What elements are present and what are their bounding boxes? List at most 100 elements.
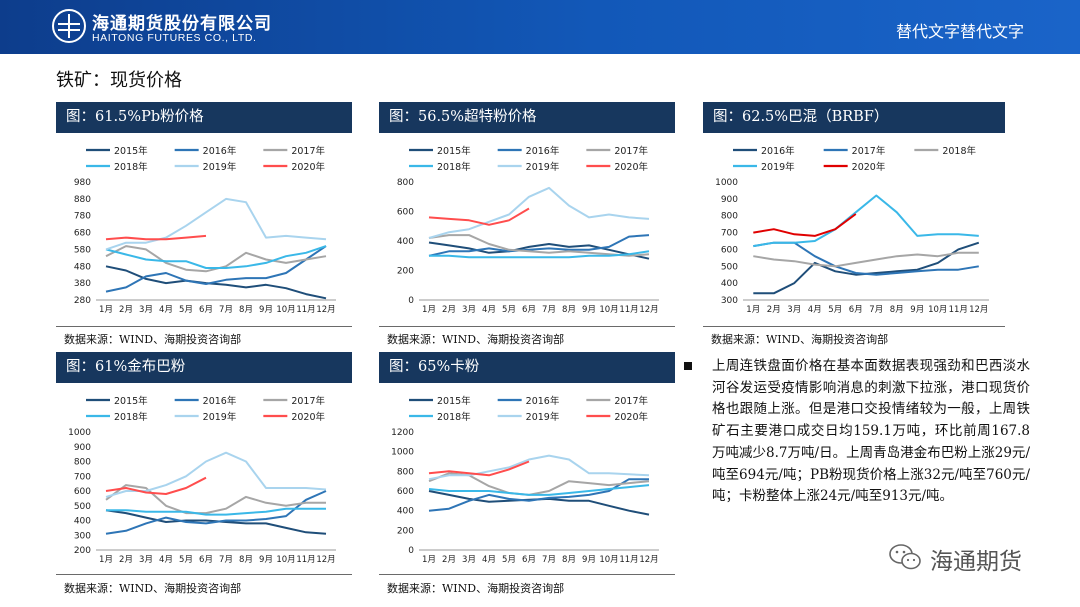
x-tick-label: 4月: [159, 305, 173, 315]
header-alt-text: 替代文字替代文字: [895, 22, 1024, 41]
series-line: [753, 213, 857, 237]
x-tick-label: 8月: [562, 555, 576, 565]
y-tick-label: 1000: [715, 178, 738, 188]
legend-label: 2016年: [526, 145, 560, 157]
y-tick-label: 400: [74, 517, 91, 527]
y-tick-label: 300: [74, 531, 91, 541]
source-note: 数据来源：WIND、海期投资咨询部: [387, 582, 565, 595]
x-tick-label: 10月: [599, 555, 618, 565]
x-tick-label: 4月: [808, 305, 822, 315]
watermark-text: 海通期货: [930, 549, 1022, 575]
legend-label: 2017年: [852, 145, 886, 157]
legend-label: 2016年: [761, 145, 795, 157]
series-line: [428, 207, 530, 226]
company-name-en: HAITONG FUTURES CO., LTD.: [92, 32, 257, 44]
chart-pb-price: 2015年 2016年 2017年 2018年 2019年 2020年 280 380 480 5…: [56, 138, 352, 318]
header-bar: 海通期货股份有限公司 HAITONG FUTURES CO., LTD. 替代文…: [0, 0, 1080, 54]
legend-label: 2020年: [614, 411, 648, 423]
x-tick-label: 12月: [639, 305, 658, 315]
divider: [56, 574, 352, 575]
series-line: [753, 241, 980, 295]
x-tick-label: 3月: [462, 305, 476, 315]
y-tick-label: 500: [74, 502, 91, 512]
bullet-icon: [684, 362, 692, 370]
y-tick-label: 880: [74, 195, 91, 205]
wechat-icon: [889, 544, 921, 570]
divider: [703, 326, 1005, 327]
x-tick-label: 12月: [639, 555, 658, 565]
x-tick-label: 12月: [316, 305, 335, 315]
x-tick-label: 1月: [422, 305, 436, 315]
chart-svg: 2015年 2016年 2017年 2018年 2019年 2020年 280 380 480 5…: [74, 145, 336, 315]
chart-kf-price: 2015年 2016年 2017年 2018年 2019年 2020年 0 200 400 600…: [379, 388, 675, 568]
x-tick-label: 11月: [949, 305, 968, 315]
x-tick-label: 5月: [179, 305, 193, 315]
y-tick-label: 1200: [391, 428, 414, 438]
legend-label: 2019年: [203, 161, 237, 173]
legend-label: 2020年: [291, 411, 325, 423]
source-note: 数据来源：WIND、海期投资咨询部: [387, 333, 565, 346]
legend-label: 2019年: [761, 161, 795, 173]
x-tick-label: 1月: [99, 305, 113, 315]
legend-label: 2018年: [114, 161, 148, 173]
source-note: 数据来源：WIND、海期投资咨询部: [64, 333, 242, 346]
x-tick-label: 2月: [119, 555, 133, 565]
x-tick-label: 9月: [259, 555, 273, 565]
series-line: [428, 484, 650, 496]
x-tick-label: 3月: [462, 555, 476, 565]
y-tick-label: 600: [74, 487, 91, 497]
x-tick-label: 5月: [179, 555, 193, 565]
x-tick-label: 6月: [849, 305, 863, 315]
y-tick-label: 200: [397, 267, 414, 277]
y-tick-label: 700: [74, 472, 91, 482]
chart-svg: 2015年 2016年 2017年 2018年 2019年 2020年 200 300 400 5…: [68, 395, 336, 565]
divider: [56, 326, 352, 327]
x-tick-label: 10月: [276, 305, 295, 315]
legend-label: 2017年: [614, 395, 648, 407]
legend-label: 2018年: [437, 411, 471, 423]
y-tick-label: 900: [74, 443, 91, 453]
x-tick-label: 9月: [582, 555, 596, 565]
x-tick-label: 6月: [199, 555, 213, 565]
legend-label: 2017年: [291, 145, 325, 157]
x-tick-label: 2月: [119, 305, 133, 315]
x-tick-label: 5月: [502, 555, 516, 565]
series-line: [428, 186, 650, 239]
chart-ssf-price: 2015年 2016年 2017年 2018年 2019年 2020年 0 200 400 600…: [379, 138, 675, 318]
legend-label: 2020年: [614, 161, 648, 173]
series-line: [105, 197, 327, 251]
y-tick-label: 400: [397, 237, 414, 247]
y-tick-label: 1000: [68, 428, 91, 438]
y-tick-label: 800: [397, 178, 414, 188]
legend-label: 2016年: [203, 395, 237, 407]
chart-title-pb: 图：61.5%Pb粉价格: [56, 102, 352, 133]
x-tick-label: 6月: [522, 305, 536, 315]
y-tick-label: 800: [74, 458, 91, 468]
series-line: [753, 194, 979, 248]
y-tick-label: 780: [74, 212, 91, 222]
x-tick-label: 8月: [562, 305, 576, 315]
legend-label: 2018年: [437, 161, 471, 173]
y-tick-label: 600: [397, 208, 414, 218]
market-commentary: 上周连铁盘面价格在基本面数据表现强劲和巴西淡水河谷发运受疫情影响消息的刺激下拉涨…: [712, 358, 1030, 505]
y-tick-label: 300: [721, 296, 738, 306]
y-tick-label: 600: [397, 487, 414, 497]
x-tick-label: 10月: [276, 555, 295, 565]
x-tick-label: 7月: [219, 555, 233, 565]
x-tick-label: 5月: [828, 305, 842, 315]
x-tick-label: 6月: [199, 305, 213, 315]
x-tick-label: 3月: [139, 305, 153, 315]
chart-title-ssf: 图：56.5%超特粉价格: [379, 102, 675, 133]
y-tick-label: 200: [397, 526, 414, 536]
x-tick-label: 7月: [542, 305, 556, 315]
chart-svg: 2015年 2016年 2017年 2018年 2019年 2020年 0 200 400 600…: [391, 395, 659, 565]
x-tick-label: 2月: [767, 305, 781, 315]
x-tick-label: 9月: [259, 305, 273, 315]
series-line: [753, 251, 979, 268]
y-tick-label: 800: [397, 467, 414, 477]
x-tick-label: 2月: [442, 305, 456, 315]
y-tick-label: 980: [74, 178, 91, 188]
legend-label: 2019年: [526, 161, 560, 173]
divider: [379, 574, 675, 575]
legend-label: 2019年: [203, 411, 237, 423]
